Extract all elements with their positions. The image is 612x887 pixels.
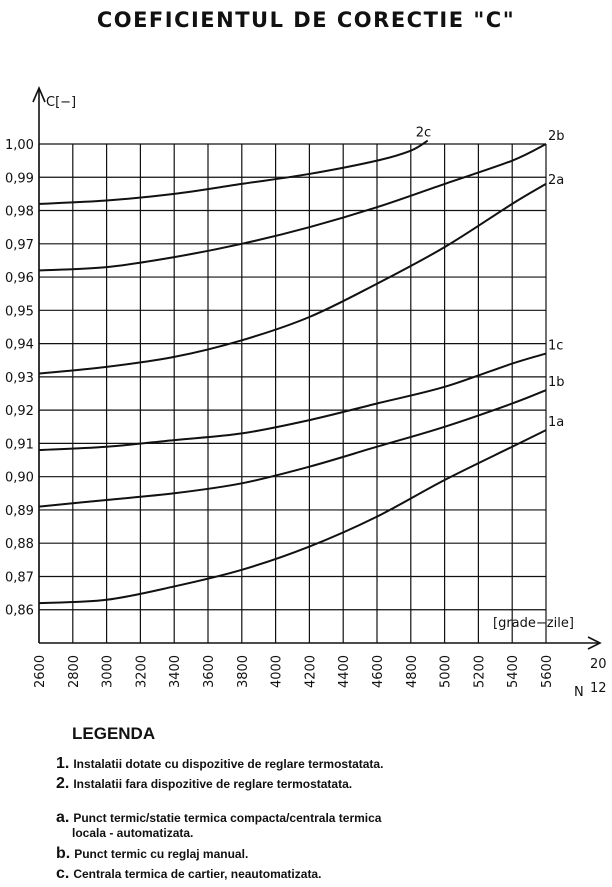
y-tick-label: 0,97 xyxy=(5,238,34,253)
curve-2a xyxy=(38,183,547,375)
legend-key-b: b. xyxy=(56,845,71,862)
x-tick-label: 4000 xyxy=(270,655,285,688)
x-tick-label: 2600 xyxy=(33,655,48,688)
y-tick-label: 0,95 xyxy=(5,304,34,319)
curve-label-2a: 2a xyxy=(548,173,564,188)
curve-label-2b: 2b xyxy=(548,129,565,144)
curve-label-1c: 1c xyxy=(548,339,563,354)
y-tick-label: 0,96 xyxy=(5,271,34,286)
legend-key-2: 2. xyxy=(56,775,70,792)
y-tick-label: 0,91 xyxy=(5,437,34,452)
y-tick-label: 0,92 xyxy=(5,404,34,419)
x-axis-arrow-icon xyxy=(587,636,602,650)
y-axis-arrow-icon xyxy=(32,85,46,103)
curve-1b xyxy=(38,389,547,508)
grid xyxy=(38,143,547,643)
legend-key-c: c. xyxy=(56,865,70,882)
x-tick-label: 3600 xyxy=(202,655,217,688)
x-tick-label: 3200 xyxy=(134,655,149,688)
y-tick-label: 0,89 xyxy=(5,504,34,519)
legend-item-a: a. Punct termic/statie termica compacta/c… xyxy=(56,810,381,826)
y-tick-label: 0,98 xyxy=(5,205,34,220)
legend-text-a-line2: locala - automatizata. xyxy=(72,826,194,840)
legend-text-b: Punct termic cu reglaj manual. xyxy=(74,847,249,861)
legend-title: LEGENDA xyxy=(72,724,156,743)
curve-label-1a: 1a xyxy=(548,415,564,430)
chart-title: COEFICIENTUL DE CORECTIE "C" xyxy=(96,8,516,32)
x-tick-label: 4400 xyxy=(337,655,352,688)
y-tick-label: 0,86 xyxy=(5,604,34,619)
x-axis-label-sup: 20 xyxy=(590,657,607,672)
curve-label-1b: 1b xyxy=(548,375,565,390)
legend-text-c: Centrala termica de cartier, neautomatiz… xyxy=(73,867,322,881)
x-tick-label: 4800 xyxy=(405,655,420,688)
x-tick-label: 2800 xyxy=(67,655,82,688)
y-tick-label: 0,99 xyxy=(5,171,34,186)
curve-2b xyxy=(38,143,547,272)
legend-item-1: 1. Instalatii dotate cu dispozitive de re… xyxy=(56,756,383,772)
y-tick-label: 0,93 xyxy=(5,371,34,386)
x-tick-label: 4200 xyxy=(303,655,318,688)
legend-text-1: Instalatii dotate cu dispozitive de regl… xyxy=(73,757,384,771)
legend-key-1: 1. xyxy=(56,755,70,772)
y-tick-label: 0,94 xyxy=(5,338,34,353)
x-tick-label: 5600 xyxy=(540,655,555,688)
x-tick-label: 3000 xyxy=(101,655,116,688)
legend-item-c: c. Centrala termica de cartier, neautomat… xyxy=(56,866,321,882)
legend-item-2: 2. Instalatii fara dispozitive de reglare… xyxy=(56,776,352,792)
y-axis-label: C[−] xyxy=(46,95,76,110)
curve-2c xyxy=(38,139,429,205)
curve-1c xyxy=(38,352,547,452)
y-tick-label: 1,00 xyxy=(5,138,34,153)
x-tick-label: 3400 xyxy=(168,655,183,688)
unit-label: [grade−zile] xyxy=(493,616,574,631)
legend-item-b: b. Punct termic cu reglaj manual. xyxy=(56,846,248,862)
x-tick-label: 4600 xyxy=(371,655,386,688)
x-tick-label: 5000 xyxy=(439,655,454,688)
curve-label-2c: 2c xyxy=(416,126,431,141)
curve-1a xyxy=(38,429,547,605)
correction-coefficient-chart: 1,00 0,99 0,98 0,97 0,96 0,95 0,94 0,93 0,92 0,91… xyxy=(5,85,607,700)
x-tick-label: 5200 xyxy=(472,655,487,688)
y-tick-label: 0,90 xyxy=(5,471,34,486)
y-tick-label: 0,88 xyxy=(5,537,34,552)
x-tick-label: 5400 xyxy=(506,655,521,688)
x-tick-label: 3800 xyxy=(236,655,251,688)
x-axis-label: N xyxy=(574,685,584,700)
x-axis-label-sub: 12 xyxy=(590,681,607,696)
legend-key-a: a. xyxy=(56,809,70,826)
legend-text-a: Punct termic/statie termica compacta/cen… xyxy=(73,811,382,825)
y-tick-label: 0,87 xyxy=(5,570,34,585)
legend-text-2: Instalatii fara dispozitive de reglare t… xyxy=(73,777,353,791)
